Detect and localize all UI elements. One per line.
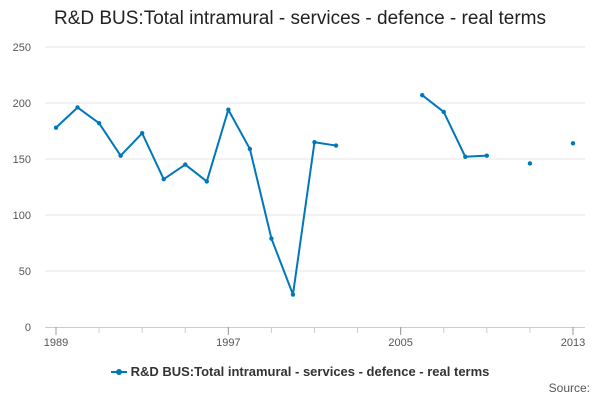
data-point: [527, 161, 533, 166]
y-axis-labels: 0 50 100 150 200 250: [13, 42, 31, 334]
gridlines: [45, 46, 585, 272]
data-point: [290, 292, 296, 297]
y-tick-label: 250: [13, 42, 31, 54]
x-tick-label: 2013: [561, 337, 585, 349]
y-tick-label: 200: [13, 98, 31, 110]
y-tick-label: 100: [13, 210, 31, 222]
data-point: [96, 120, 102, 126]
series-line-segment: [55, 106, 338, 296]
data-point: [161, 176, 166, 182]
series-lines: [55, 94, 488, 296]
x-tick-label: 1989: [44, 337, 68, 349]
data-point: [226, 107, 231, 112]
data-point: [53, 125, 59, 130]
data-point: [333, 143, 339, 148]
legend-label: R&D BUS:Total intramural - services - de…: [130, 364, 490, 379]
data-point: [118, 153, 123, 158]
x-tick-label: 2005: [388, 337, 412, 349]
data-point: [463, 154, 468, 159]
y-tick-label: 50: [19, 266, 31, 278]
y-tick-label: 150: [13, 154, 31, 166]
data-point: [441, 109, 446, 115]
data-point: [75, 105, 80, 110]
legend-swatch: [110, 368, 127, 375]
data-point: [484, 153, 490, 158]
data-point: [570, 141, 576, 146]
source-label: Source:: [548, 381, 590, 395]
data-point: [183, 162, 188, 167]
x-axis: 1989 1997 2005 2013: [44, 327, 585, 349]
series-points: [53, 92, 576, 297]
legend[interactable]: R&D BUS:Total intramural - services - de…: [0, 364, 600, 379]
x-tick-label: 1997: [216, 337, 240, 349]
data-point: [420, 92, 425, 98]
data-point: [269, 236, 274, 241]
data-point: [312, 140, 317, 145]
data-point: [139, 131, 145, 136]
chart-title: R&D BUS:Total intramural - services - de…: [53, 8, 547, 29]
data-point: [247, 146, 253, 152]
data-point: [204, 179, 209, 184]
y-tick-label: 0: [25, 322, 31, 334]
series-line-segment: [421, 94, 488, 158]
